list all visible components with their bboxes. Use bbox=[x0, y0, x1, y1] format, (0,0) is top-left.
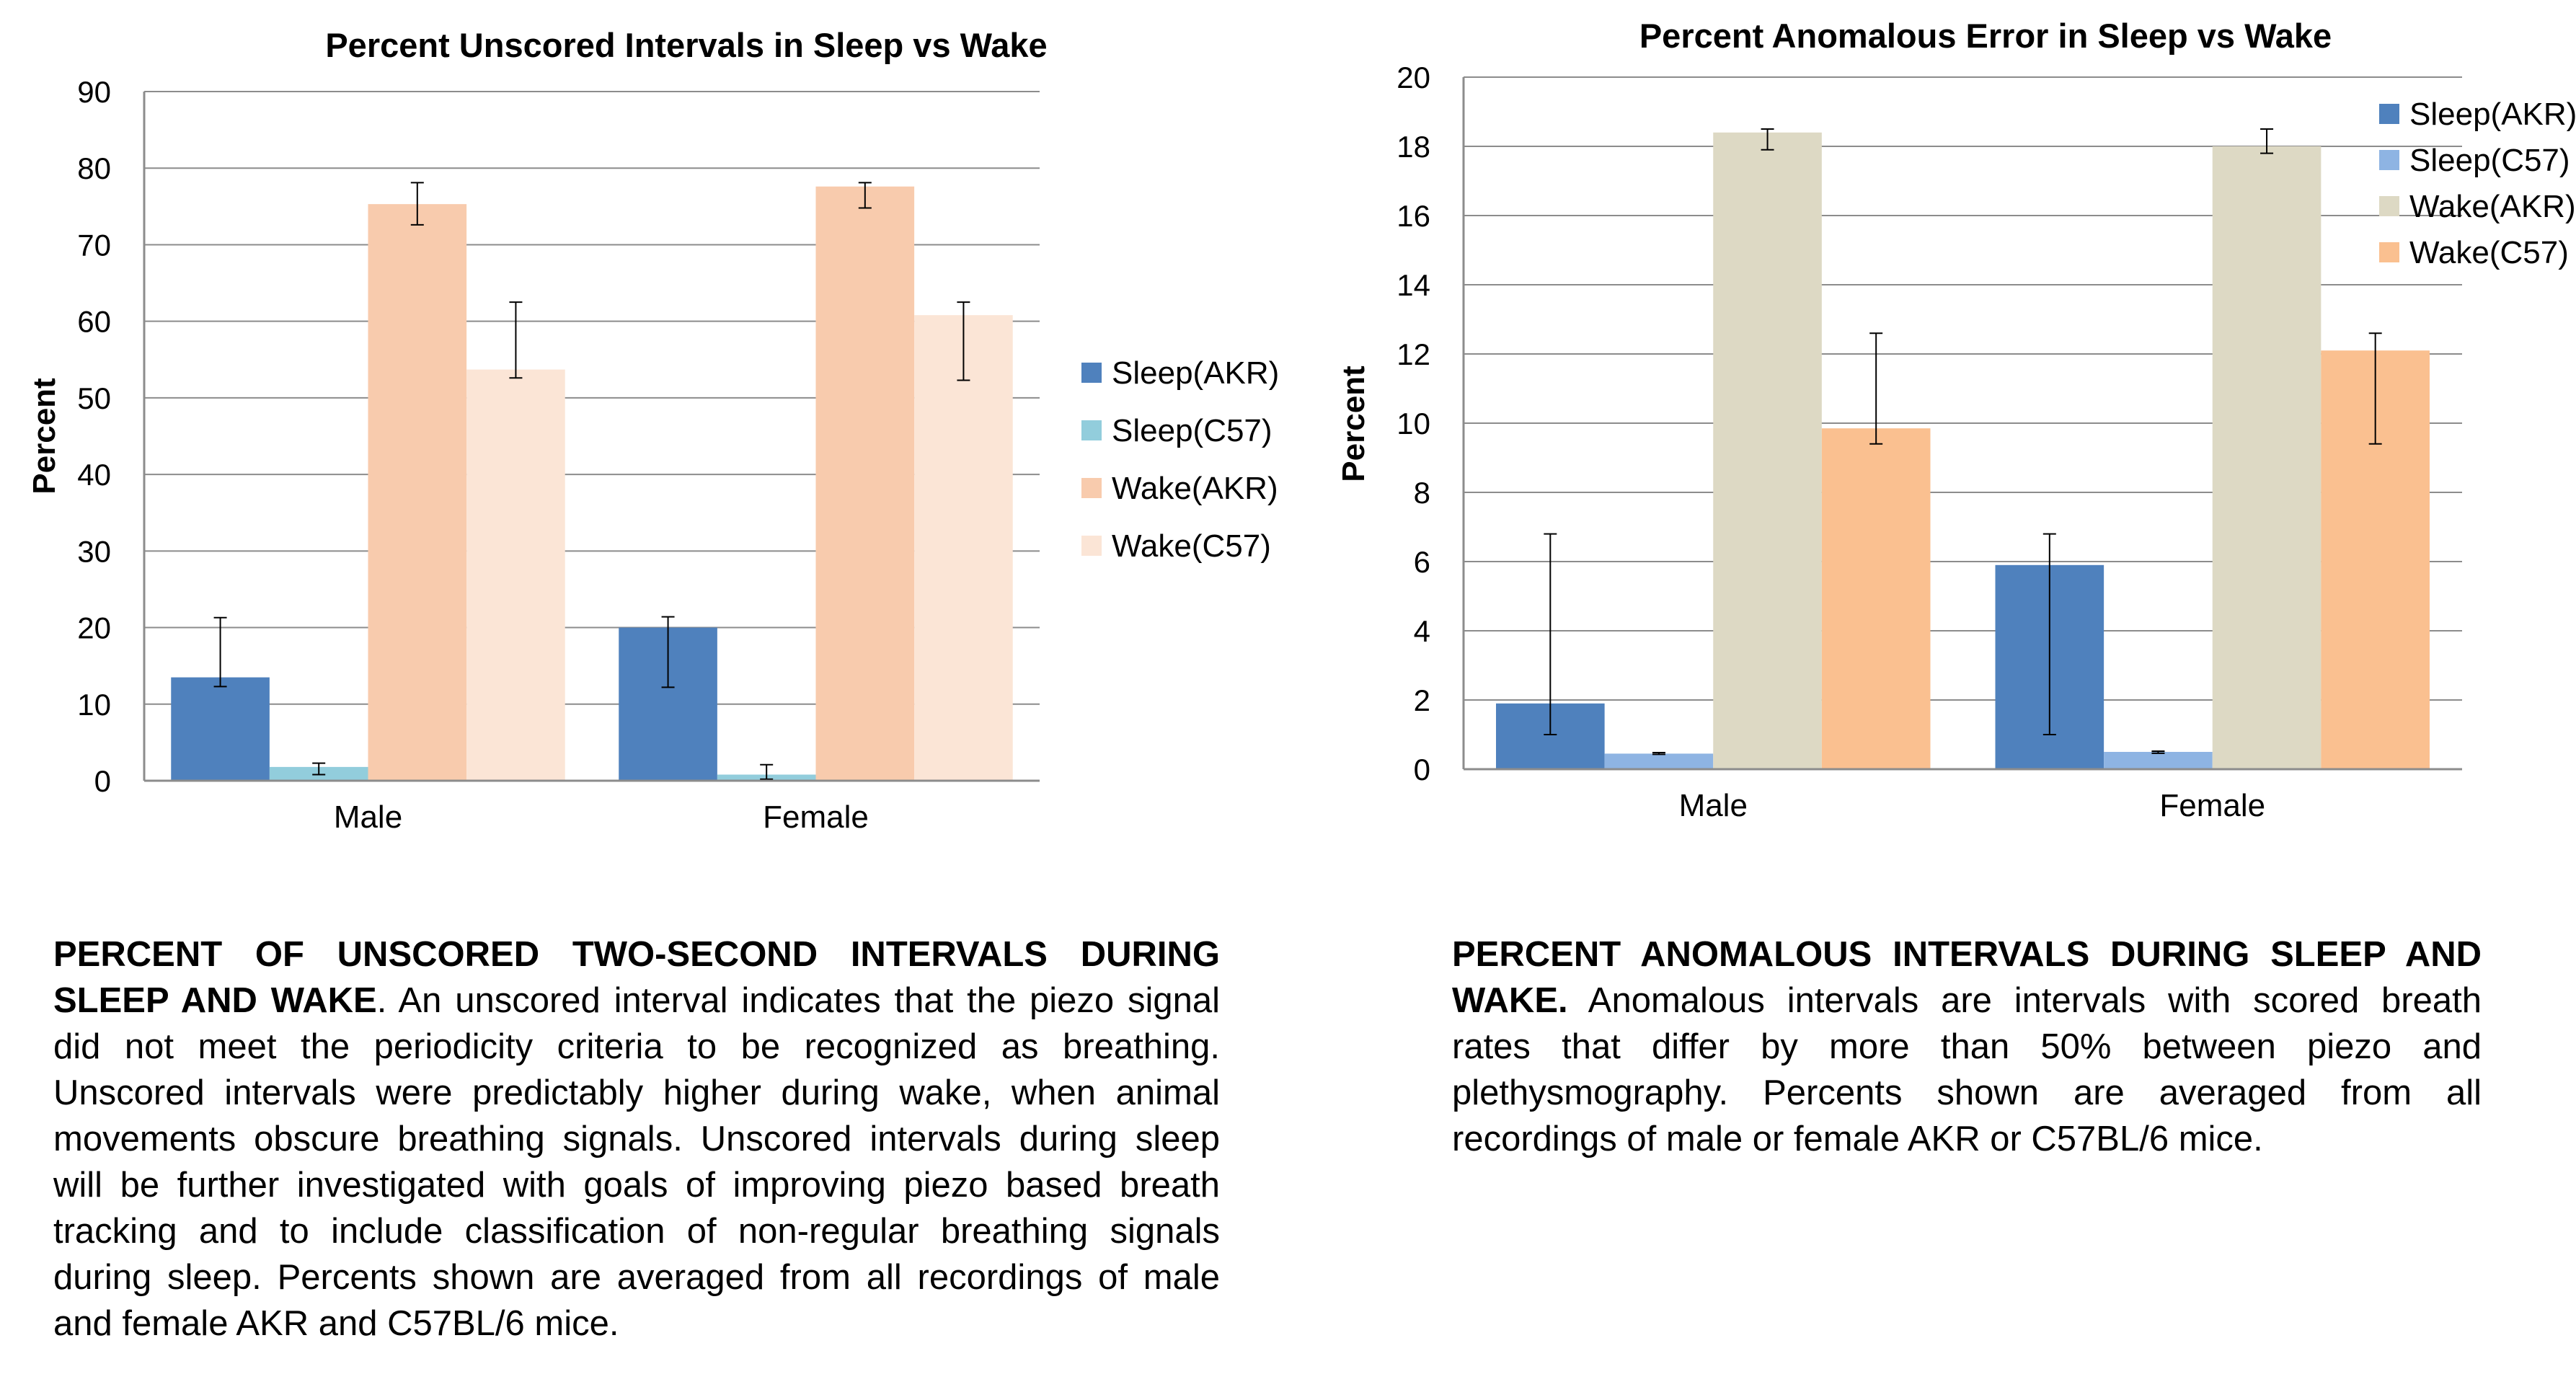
bar bbox=[2104, 752, 2213, 769]
y-tick-labels: 0 2 4 6 8 10 12 14 16 18 20 bbox=[1397, 61, 1430, 786]
error-bars bbox=[213, 182, 970, 780]
legend-label: Wake(AKR) bbox=[2409, 189, 2576, 224]
legend-swatch bbox=[1081, 478, 1102, 498]
bars bbox=[171, 186, 1013, 781]
bar bbox=[171, 677, 270, 781]
bar bbox=[368, 204, 467, 781]
legend-label: Wake(C57) bbox=[1112, 528, 1271, 564]
left-figure-caption: PERCENT OF UNSCORED TWO-SECOND INTERVALS… bbox=[53, 931, 1220, 1347]
legend-label: Sleep(AKR) bbox=[1112, 355, 1279, 391]
y-tick-label: 90 bbox=[77, 75, 111, 109]
y-tick-label: 16 bbox=[1397, 199, 1430, 233]
legend-label: Wake(AKR) bbox=[1112, 471, 1278, 506]
y-tick-label: 18 bbox=[1397, 130, 1430, 164]
unscored-intervals-chart: Percent Unscored Intervals in Sleep vs W… bbox=[27, 26, 1279, 835]
y-tick-label: 14 bbox=[1397, 268, 1430, 302]
legend: Sleep(AKR) Sleep(C57) Wake(AKR) Wake(C57) bbox=[1081, 355, 1279, 564]
error-bars bbox=[1544, 128, 2382, 755]
y-tick-label: 8 bbox=[1414, 476, 1430, 510]
caption-body: . An unscored interval indicates that th… bbox=[53, 981, 1220, 1343]
legend-swatch bbox=[2379, 196, 2399, 216]
bar bbox=[1604, 753, 1714, 769]
chart-title: Percent Unscored Intervals in Sleep vs W… bbox=[325, 26, 1047, 64]
x-tick-labels: Male Female bbox=[334, 799, 869, 835]
y-tick-label: 0 bbox=[1414, 753, 1430, 786]
y-axis-label: Percent bbox=[1336, 365, 1371, 482]
legend-label: Wake(C57) bbox=[2409, 235, 2569, 270]
bar bbox=[1821, 428, 1931, 769]
caption-body: Anomalous intervals are intervals with s… bbox=[1452, 981, 2482, 1158]
legend-swatch bbox=[1081, 363, 1102, 383]
y-tick-label: 40 bbox=[77, 458, 111, 492]
legend-label: Sleep(C57) bbox=[2409, 143, 2570, 178]
anomalous-error-chart: Percent Anomalous Error in Sleep vs Wake… bbox=[1336, 17, 2576, 823]
legend-swatch bbox=[2379, 242, 2399, 262]
y-tick-label: 70 bbox=[77, 228, 111, 262]
y-tick-label: 20 bbox=[1397, 61, 1430, 94]
y-tick-label: 2 bbox=[1414, 683, 1430, 717]
x-tick-label: Male bbox=[1679, 788, 1748, 823]
y-tick-label: 12 bbox=[1397, 337, 1430, 371]
y-tick-label: 50 bbox=[77, 381, 111, 415]
bar bbox=[914, 315, 1013, 781]
legend: Sleep(AKR) Sleep(C57) Wake(AKR) Wake(C57) bbox=[2379, 97, 2576, 270]
bar bbox=[2212, 146, 2322, 769]
bar bbox=[815, 186, 915, 781]
x-tick-label: Female bbox=[763, 799, 869, 835]
legend-swatch bbox=[1081, 420, 1102, 440]
bars bbox=[1496, 132, 2430, 770]
y-tick-labels: 0 10 20 30 40 50 60 70 80 90 bbox=[77, 75, 111, 798]
x-tick-label: Female bbox=[2159, 788, 2265, 823]
y-tick-label: 80 bbox=[77, 151, 111, 185]
legend-label: Sleep(AKR) bbox=[2409, 97, 2576, 132]
chart-title: Percent Anomalous Error in Sleep vs Wake bbox=[1639, 17, 2332, 55]
x-tick-labels: Male Female bbox=[1679, 788, 2266, 823]
caption-title: PERCENT OF UNSCORED TWO-SECOND INTERVALS… bbox=[53, 935, 1220, 1020]
y-tick-label: 20 bbox=[77, 611, 111, 645]
legend-swatch bbox=[1081, 536, 1102, 556]
y-tick-label: 6 bbox=[1414, 545, 1430, 579]
y-tick-label: 30 bbox=[77, 534, 111, 568]
y-tick-label: 10 bbox=[1397, 407, 1430, 440]
legend-label: Sleep(C57) bbox=[1112, 413, 1272, 448]
y-tick-label: 10 bbox=[77, 688, 111, 722]
y-axis-label: Percent bbox=[27, 378, 62, 495]
caption-title: PERCENT ANOMALOUS INTERVALS DURING SLEEP… bbox=[1452, 935, 2482, 1020]
y-tick-label: 4 bbox=[1414, 614, 1430, 648]
x-tick-label: Male bbox=[334, 799, 402, 835]
y-tick-label: 60 bbox=[77, 305, 111, 339]
right-figure-caption: PERCENT ANOMALOUS INTERVALS DURING SLEEP… bbox=[1452, 931, 2482, 1162]
legend-swatch bbox=[2379, 150, 2399, 170]
bar bbox=[1713, 132, 1822, 770]
y-tick-label: 0 bbox=[94, 764, 111, 798]
gridlines bbox=[144, 91, 1040, 705]
bar bbox=[466, 369, 565, 781]
legend-swatch bbox=[2379, 104, 2399, 124]
